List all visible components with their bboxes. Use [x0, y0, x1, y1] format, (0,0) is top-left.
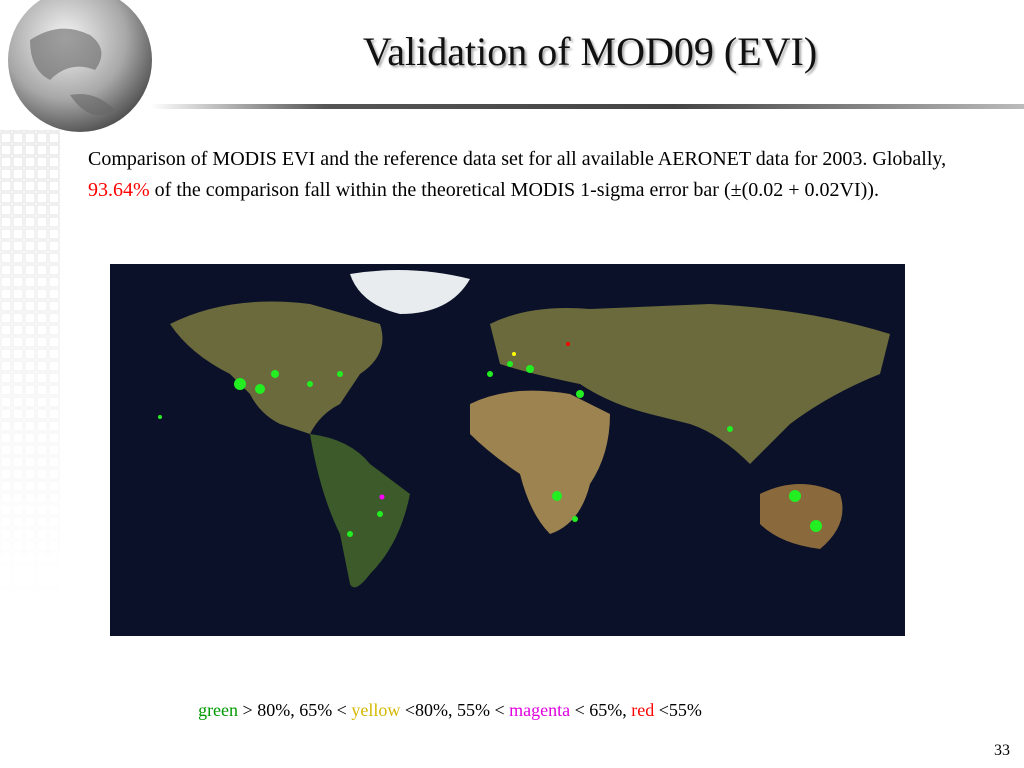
text: of the comparison fall within the theore…	[149, 179, 879, 201]
legend-text: < 65%,	[570, 700, 632, 720]
legend-text: > 80%, 65% <	[238, 700, 352, 720]
paragraph: Comparison of MODIS EVI and the referenc…	[88, 144, 978, 206]
legend-yellow: yellow	[351, 700, 401, 720]
site-marker	[512, 352, 516, 356]
highlight: 93.64%	[88, 179, 150, 201]
continents	[170, 270, 890, 588]
page-number: 33	[994, 742, 1010, 759]
site-markers	[158, 361, 822, 537]
text: Comparison of MODIS EVI and the referenc…	[88, 148, 947, 170]
site-marker	[379, 494, 385, 500]
world-map	[110, 264, 905, 636]
legend-green: green	[198, 700, 239, 720]
globe-land	[30, 28, 115, 116]
site-marker	[566, 342, 570, 346]
grid-fade	[0, 130, 60, 600]
legend: green > 80%, 65% < yellow <80%, 55% < ma…	[0, 700, 900, 721]
legend-red: red	[631, 700, 655, 720]
legend-magenta: magenta	[509, 700, 571, 720]
decoration	[0, 0, 152, 600]
title-rule	[150, 104, 1024, 109]
legend-text: <55%	[654, 700, 702, 720]
legend-text: <80%, 55% <	[400, 700, 510, 720]
title: Validation of MOD09 (EVI)	[362, 29, 818, 74]
